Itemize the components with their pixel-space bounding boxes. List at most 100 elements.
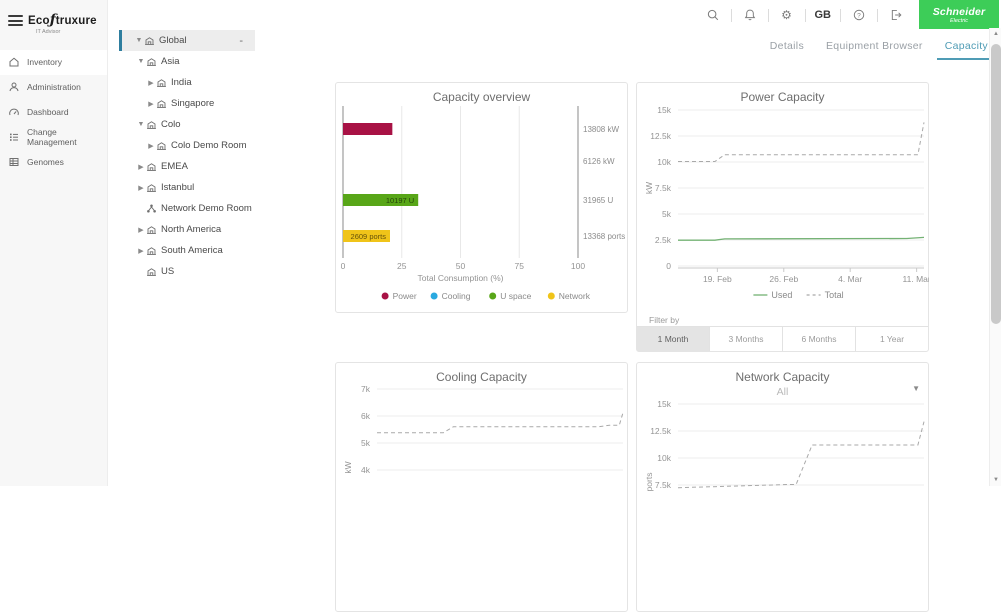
filter-6-months-button[interactable]: 6 Months	[782, 327, 855, 351]
chart-text: Total	[825, 290, 844, 300]
chart-text: Total Consumption (%)	[418, 273, 504, 283]
tree-item-label: India	[171, 77, 192, 88]
settings-icon[interactable]: ⚙	[781, 8, 792, 22]
sidebar-item-genomes[interactable]: Genomes	[0, 150, 107, 175]
filter-3-months-button[interactable]: 3 Months	[709, 327, 782, 351]
location-icon	[147, 247, 156, 255]
chevron-right-icon[interactable]: ▶	[138, 163, 144, 171]
ecostruxure-logo: Ecoƒtruxure IT Advisor	[28, 12, 97, 36]
tree-item-colo-demo-room[interactable]: ▶ Colo Demo Room	[108, 135, 335, 156]
network-filter-dropdown[interactable]: All	[776, 386, 789, 398]
logo-prefix: Eco	[28, 15, 50, 27]
tree-item-north-america[interactable]: ▶ North America	[108, 219, 335, 240]
location-icon	[147, 163, 156, 171]
power-capacity-chart: 0 2.5k 5k 7.5k 10k 12.5k 15k kW 19. Feb 26. Feb 4.…	[644, 105, 929, 300]
scroll-up-icon[interactable]: ▲	[993, 31, 999, 37]
genomes-icon	[9, 158, 19, 166]
chart-text: 4. Mar	[838, 274, 862, 284]
chevron-down-icon[interactable]: ▼	[912, 384, 920, 393]
tree-item-us[interactable]: US	[108, 261, 335, 282]
chart-text: 10k	[657, 157, 671, 167]
search-icon[interactable]	[704, 6, 722, 24]
chevron-down-icon[interactable]: ▼	[137, 121, 145, 128]
tree-item-asia[interactable]: ▼ Asia	[108, 51, 335, 72]
tree-item-label: South America	[161, 245, 223, 256]
chevron-right-icon[interactable]: ▶	[138, 247, 144, 255]
cooling-capacity-card: Cooling Capacity 4k 5k 6k 7k kW	[335, 362, 628, 612]
location-icon	[145, 37, 154, 45]
logo-script-glyph: ƒ	[49, 12, 56, 28]
chart-text: kW	[644, 182, 654, 194]
chart-text: 25	[397, 261, 407, 271]
tree-item-india[interactable]: ▶ India	[108, 72, 335, 93]
legend-dot-power	[381, 292, 389, 300]
chart-text: 13808 kW	[583, 125, 619, 134]
location-tree: ▼ Global - ▼ Asia ▶ India ▶ Singapore ▼ Colo ▶ Colo …	[108, 30, 335, 486]
topbar-separator	[804, 8, 806, 22]
vertical-scrollbar[interactable]: ▲ ▼	[989, 28, 1001, 486]
chart-text: 6126 kW	[583, 157, 615, 166]
power-capacity-card: Power Capacity 0 2.5k 5k 7.5k 10k 12.5k 15k kW 1…	[636, 82, 929, 352]
tree-item-colo[interactable]: ▼ Colo	[108, 114, 335, 135]
tree-item-singapore[interactable]: ▶ Singapore	[108, 93, 335, 114]
help-icon[interactable]: ?	[850, 6, 868, 24]
chevron-right-icon[interactable]: ▶	[148, 142, 154, 150]
tree-item-istanbul[interactable]: ▶ Istanbul	[108, 177, 335, 198]
logo-suffix: truxure	[55, 15, 97, 27]
network-icon	[147, 204, 156, 213]
chart-text: 5k	[662, 209, 672, 219]
content-tabs: Details Equipment Browser Capacity	[769, 40, 999, 60]
legend-dot-network	[547, 292, 555, 300]
chart-text: 7.5k	[655, 183, 672, 193]
chart-title: Power Capacity	[740, 90, 825, 104]
chart-text: 19. Feb	[703, 274, 732, 284]
tree-item-global[interactable]: ▼ Global -	[119, 30, 255, 51]
filter-1-month-button[interactable]: 1 Month	[637, 327, 709, 351]
location-icon	[157, 79, 166, 87]
topbar-separator	[767, 8, 769, 22]
sidebar-item-dashboard[interactable]: Dashboard	[0, 100, 107, 125]
sidebar-item-administration[interactable]: Administration	[0, 75, 107, 100]
app-sidebar: Ecoƒtruxure IT Advisor Inventory Adminis…	[0, 0, 108, 486]
language-selector[interactable]: GB	[814, 9, 832, 21]
menu-icon[interactable]	[8, 15, 23, 29]
chart-text: Power	[393, 291, 417, 301]
chart-text: 2609 ports	[351, 232, 387, 241]
chevron-right-icon[interactable]: ▶	[138, 184, 144, 192]
svg-text:?: ?	[857, 12, 861, 19]
tree-item-network-demo-room[interactable]: Network Demo Room	[108, 198, 335, 219]
chevron-right-icon[interactable]: ▶	[138, 226, 144, 234]
chart-text: 4k	[361, 465, 371, 475]
scroll-down-icon[interactable]: ▼	[993, 477, 999, 483]
bar-network	[343, 230, 390, 242]
chevron-down-icon[interactable]: ▼	[137, 58, 145, 65]
tab-equipment-browser[interactable]: Equipment Browser	[826, 40, 923, 52]
capacity-overview-card: Capacity overview 0 25 50 75 100 13808 kW 6126…	[335, 82, 628, 313]
brand-line1: Schneider	[932, 6, 986, 18]
series-total	[377, 412, 624, 434]
chart-text: 10197 U	[386, 196, 414, 205]
tab-details[interactable]: Details	[769, 40, 804, 52]
chart-text: 50	[456, 261, 466, 271]
chart-title: Cooling Capacity	[436, 370, 527, 384]
capacity-overview-chart: 0 25 50 75 100 13808 kW 6126 kW 10197 U 31965 U 2…	[341, 106, 625, 301]
filter-1-year-button[interactable]: 1 Year	[855, 327, 928, 351]
tree-item-south-america[interactable]: ▶ South America	[108, 240, 335, 261]
scrollbar-thumb[interactable]	[991, 44, 1001, 324]
chart-text: Network	[559, 291, 591, 301]
logout-icon[interactable]	[887, 6, 905, 24]
sidebar-item-change-management[interactable]: Change Management	[0, 125, 107, 150]
sidebar-item-inventory[interactable]: Inventory	[0, 49, 107, 75]
chevron-right-icon[interactable]: ▶	[148, 79, 154, 87]
bar-u-space	[343, 194, 419, 206]
chart-text: 0	[666, 261, 671, 271]
tree-item-emea[interactable]: ▶ EMEA	[108, 156, 335, 177]
notifications-icon[interactable]	[741, 6, 759, 24]
bar-power	[343, 123, 393, 135]
topbar-separator	[730, 8, 732, 22]
chevron-down-icon[interactable]: ▼	[135, 37, 143, 44]
chevron-right-icon[interactable]: ▶	[148, 100, 154, 108]
collapse-minus-icon[interactable]: -	[239, 34, 243, 47]
topbar: ⚙ GB ? Schneider Electric	[108, 0, 1001, 30]
tab-capacity[interactable]: Capacity	[936, 40, 999, 60]
